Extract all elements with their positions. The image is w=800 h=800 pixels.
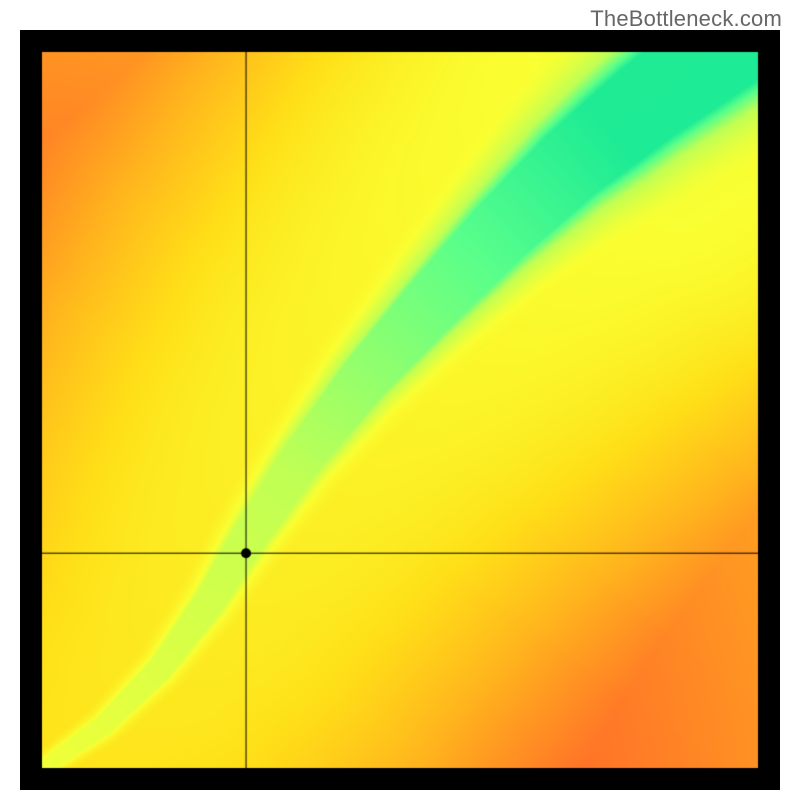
chart-container: TheBottleneck.com <box>0 0 800 800</box>
heatmap-canvas <box>20 30 780 790</box>
watermark-text: TheBottleneck.com <box>590 6 782 32</box>
chart-wrap <box>20 30 780 790</box>
